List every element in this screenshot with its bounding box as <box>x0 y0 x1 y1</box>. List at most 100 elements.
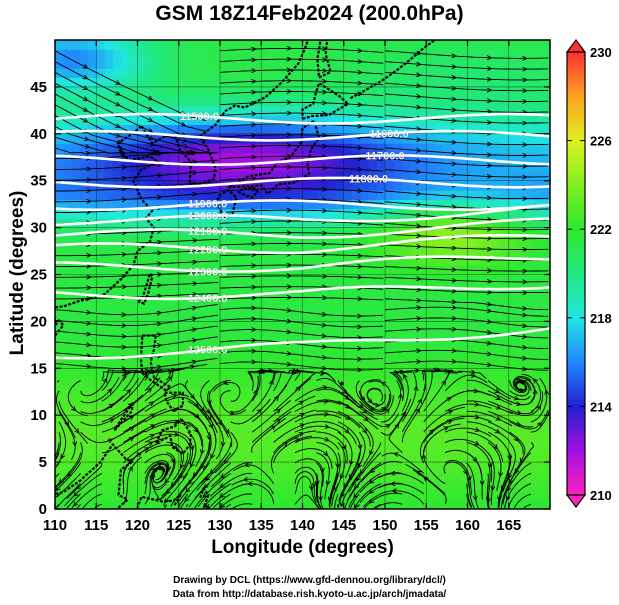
streamline <box>401 372 417 423</box>
wind-arrow <box>202 451 203 454</box>
wind-arrow <box>109 389 111 391</box>
wind-arrow <box>186 153 189 154</box>
streamline <box>177 493 189 509</box>
wind-arrow <box>111 404 113 406</box>
streamline <box>182 431 197 480</box>
wind-arrow <box>131 438 133 439</box>
streamline <box>153 452 176 489</box>
wind-arrow <box>85 120 87 121</box>
wind-arrow <box>150 442 152 443</box>
streamline <box>123 430 167 454</box>
wind-arrow <box>221 505 223 507</box>
streamline <box>337 431 353 479</box>
streamline <box>214 431 238 474</box>
streamline <box>384 222 549 231</box>
streamline <box>213 493 231 509</box>
wind-arrow <box>450 411 452 412</box>
wind-arrow <box>496 391 498 392</box>
wind-arrow <box>382 382 384 383</box>
wind-arrow <box>117 83 120 84</box>
streamline <box>208 380 231 417</box>
x-tick-label: 110 <box>43 517 67 534</box>
streamline <box>166 420 203 446</box>
streamline <box>55 159 219 170</box>
streamline <box>144 433 189 444</box>
wind-arrow <box>502 487 503 490</box>
wind-arrow <box>394 453 397 454</box>
streamline <box>384 201 549 210</box>
wind-arrow <box>350 476 351 479</box>
wind-arrow <box>77 487 79 489</box>
wind-arrow <box>189 482 191 484</box>
wind-arrow <box>85 110 87 111</box>
streamline <box>346 462 382 501</box>
wind-arrow <box>191 464 192 467</box>
streamline <box>144 462 168 484</box>
streamline <box>354 483 382 509</box>
wind-arrow <box>184 141 187 142</box>
wind-arrow <box>449 421 452 422</box>
wind-arrow <box>150 138 153 139</box>
streamline <box>294 471 317 502</box>
wind-arrow <box>227 431 228 433</box>
streamline <box>55 390 76 439</box>
wind-arrow <box>119 142 122 143</box>
wind-arrow <box>221 476 223 478</box>
wind-arrow <box>175 435 178 436</box>
streamline <box>55 442 60 457</box>
streamline <box>55 50 207 121</box>
wind-arrow <box>231 413 234 414</box>
streamline <box>514 493 532 509</box>
colorbar-tick-label: 230 <box>590 45 612 60</box>
credit-drawing: Drawing by DCL (https://www.gfd-dennou.o… <box>173 575 446 586</box>
wind-arrow <box>77 430 79 432</box>
streamline <box>251 400 291 433</box>
streamline <box>55 260 219 267</box>
height-contour <box>55 154 550 167</box>
wind-arrow <box>117 126 120 127</box>
plot-area: 11500.0 11600.0 11700.0 11800.0 11900.012000… <box>55 40 550 509</box>
contour-label: 12300.0 <box>188 266 228 278</box>
wind-arrow <box>117 136 120 137</box>
streamline <box>55 357 218 370</box>
x-tick-label: 120 <box>125 517 150 534</box>
wind-arrow <box>165 500 167 502</box>
streamline <box>337 380 375 416</box>
streamline <box>294 413 342 423</box>
streamline <box>80 377 120 404</box>
streamline <box>55 61 207 132</box>
streamline <box>340 473 360 507</box>
streamline <box>219 361 384 371</box>
y-tick-label: 10 <box>30 407 47 424</box>
streamline <box>123 437 166 464</box>
wind-arrow <box>149 388 151 390</box>
streamline <box>166 431 194 465</box>
streamline <box>80 395 124 414</box>
wind-arrow <box>180 475 182 477</box>
streamline <box>379 490 425 505</box>
streamline <box>380 398 412 436</box>
wind-arrow <box>539 406 540 409</box>
wind-arrow <box>326 427 329 428</box>
wind-arrow <box>298 387 300 389</box>
streamline <box>123 377 161 412</box>
wind-arrow <box>173 460 174 463</box>
height-contour <box>55 255 550 273</box>
streamline <box>219 58 384 64</box>
wind-arrow <box>285 442 287 444</box>
wind-arrow <box>73 408 75 410</box>
streamline <box>200 442 232 484</box>
wind-arrow <box>74 494 76 496</box>
streamline <box>294 370 337 382</box>
streamline <box>219 155 384 161</box>
wind-arrow <box>404 375 406 377</box>
streamline <box>213 382 241 402</box>
streamline <box>123 408 167 433</box>
wind-arrow <box>351 461 352 464</box>
streamline <box>487 452 495 505</box>
streamline <box>350 431 366 481</box>
contour-label: 11500.0 <box>180 111 219 123</box>
streamline <box>55 192 219 203</box>
streamline <box>187 410 211 455</box>
streamline <box>359 395 394 415</box>
